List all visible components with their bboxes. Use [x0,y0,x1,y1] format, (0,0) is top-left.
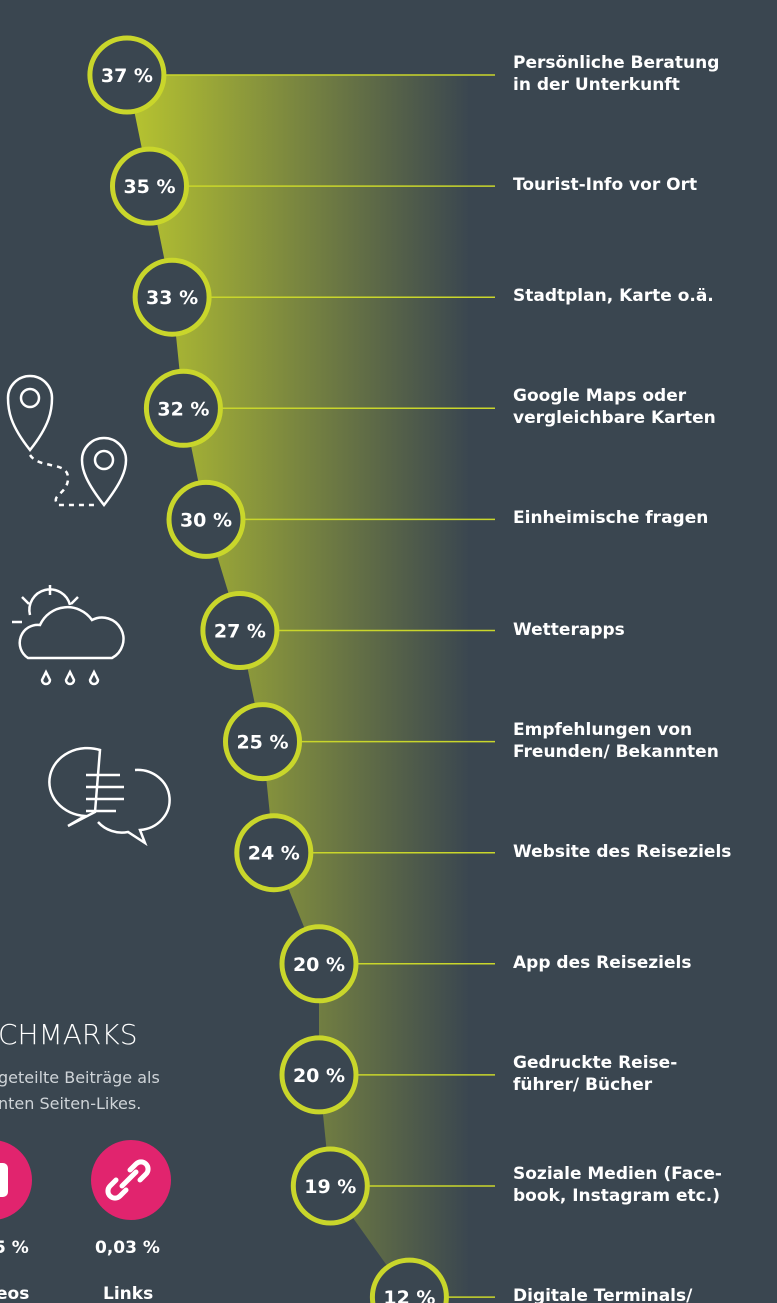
category-label: Digitale Terminals/ [513,1286,693,1303]
value-label: 37 % [101,65,153,87]
value-circle [234,813,314,893]
path-icon [28,454,95,507]
cloud-icon [18,605,125,660]
value-label: 20 % [293,954,345,976]
icons [6,374,171,847]
benchmark-value: 5 % [0,1238,29,1258]
category-label: Stadtplan, Karte o.ä. [513,286,714,307]
chat-icon [48,746,102,828]
gradient-area [126,75,496,1298]
category-label: Tourist-Info vor Ort [513,175,698,196]
category-label: Website des Reiseziels [513,841,732,862]
value-circle [369,1257,449,1303]
value-circle [110,146,189,226]
value-label: 19 % [304,1176,356,1198]
value-label: 25 % [236,732,288,754]
category-label: Gedruckte Reise- führer/ Bücher [513,1052,678,1095]
category-label: Wetterapps [513,619,625,640]
benchmark-value: 0,03 % [95,1238,160,1258]
benchmark-label: Links [103,1284,154,1303]
value-circle [87,35,167,115]
category-label: Empfehlungen von Freunden/ Bekannten [513,719,719,762]
value-label: 27 % [214,621,266,643]
value-label: 33 % [146,287,198,309]
value-label: 12 % [383,1287,435,1303]
value-circle [290,1146,370,1226]
benchmark-icon [0,1140,32,1220]
category-label: App des Reiseziels [513,952,692,973]
value-circle [223,702,302,782]
pin-icon [80,436,128,508]
sun-icon [12,585,79,624]
chat-icon [97,768,171,847]
category-label: Einheimische fragen [513,508,709,529]
benchmark-text: geteilte Beiträge als [0,1068,160,1087]
value-circle [132,257,212,337]
video-icon [0,1163,8,1197]
pin-icon [19,387,41,409]
category-label: Soziale Medien (Face- book, Instagram et… [513,1164,722,1206]
value-label: 24 % [248,843,300,865]
value-circle [279,924,359,1004]
benchmark-text: nten Seiten-Likes. [0,1094,142,1113]
category-label: Google Maps oder vergleichbare Karten [513,386,716,429]
rain-icon [40,669,100,686]
value-label: 35 % [123,176,175,198]
value-circle [200,591,280,670]
benchmark-label: eos [0,1284,30,1303]
link-icon [105,1159,151,1201]
gradient-area [126,75,496,1298]
benchmark-title: CHMARKS [0,1018,138,1051]
value-label: 30 % [180,509,232,531]
value-label: 20 % [293,1065,345,1087]
value-circle [279,1035,359,1115]
pin-icon [93,449,115,471]
category-label: Persönliche Beratung in der Unterkunft [513,53,720,95]
value-label: 32 % [157,398,209,420]
value-circle [166,479,246,559]
chat-lines [86,773,124,813]
value-circle [143,368,223,448]
pin-icon [6,374,54,453]
